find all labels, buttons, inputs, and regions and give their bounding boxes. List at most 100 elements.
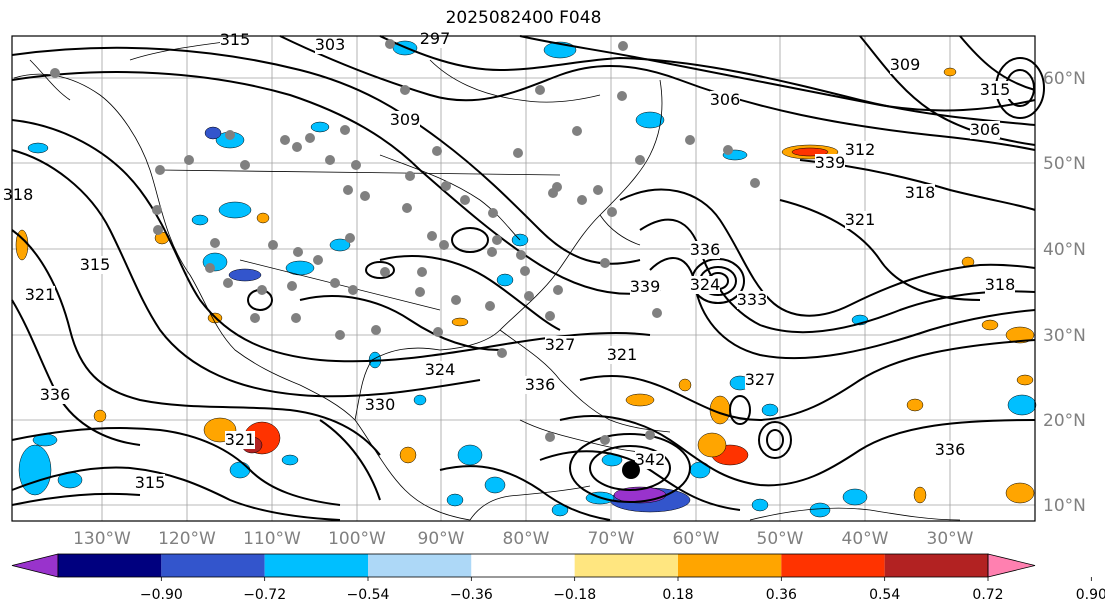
station-marker (417, 267, 427, 277)
station-marker (402, 203, 412, 213)
colorbar-segment (781, 554, 885, 577)
contour-label: 330 (365, 395, 396, 414)
longitude-tick-label: 70°W (588, 529, 635, 549)
contour-label: 333 (737, 290, 768, 309)
station-marker (607, 207, 617, 217)
contour-label: 321 (25, 285, 56, 304)
contour-line (379, 255, 561, 331)
contour-line (11, 229, 381, 456)
latitude-tick-label: 60°N (1043, 69, 1086, 89)
longitude-tick-label: 50°W (757, 529, 804, 549)
contour-label: 312 (845, 140, 876, 159)
contour-line (619, 188, 1036, 317)
contour-label: 321 (845, 210, 876, 229)
colorbar-arrow-right (987, 553, 1036, 578)
contour-label: 336 (40, 385, 71, 404)
contour-line (11, 149, 481, 398)
station-marker (535, 85, 545, 95)
contour-label: 327 (745, 370, 776, 389)
station-marker (432, 146, 442, 156)
contour-label-bg (815, 154, 845, 172)
coastline-segment (159, 169, 561, 176)
station-marker (485, 301, 495, 311)
storm-center-marker (622, 461, 640, 479)
station-marker (340, 125, 350, 135)
station-marker (250, 313, 260, 323)
longitude-tick-label: 40°W (842, 529, 889, 549)
contour-label-bg (390, 111, 420, 129)
contour-label: 339 (815, 153, 846, 172)
station-marker (152, 205, 162, 215)
colorbar-ticks: −0.90 −0.72 −0.54 −0.36 −0.18 0.18 0.36 0.54 0.7… (140, 577, 1105, 603)
contour-label: 306 (710, 90, 741, 109)
colorbar-segment (264, 554, 368, 577)
coastline-segment (239, 259, 441, 311)
longitude-labels: 130°W 120°W 110°W 100°W 90°W 80°W 70°W 60°W 50°W… (73, 529, 974, 549)
closed-contour (589, 445, 671, 491)
station-marker (723, 145, 733, 155)
contour-label: 315 (80, 255, 111, 274)
contour-line (319, 419, 381, 501)
station-marker (371, 325, 381, 335)
coastlines (13, 39, 961, 521)
contour-label-bg (845, 211, 875, 229)
latitude-tick-label: 20°N (1043, 411, 1086, 431)
longitude-tick-label: 60°W (673, 529, 720, 549)
colorbar-segment (678, 554, 782, 577)
station-marker (617, 91, 627, 101)
station-marker (497, 348, 507, 358)
station-marker (400, 85, 410, 95)
contour-label-bg (905, 184, 935, 202)
coastline-segment (519, 419, 641, 453)
colorbar-arrow-left (11, 553, 59, 578)
station-marker (492, 235, 502, 245)
longitude-tick-label: 110°W (243, 529, 301, 549)
station-marker (524, 291, 534, 301)
contour-label-bg (690, 276, 720, 294)
shaded-cell (204, 126, 222, 140)
contour-line (11, 119, 651, 363)
shaded-cell (229, 461, 251, 479)
contour-label-bg (935, 441, 965, 459)
station-marker (433, 327, 443, 337)
contour-label-bg (420, 30, 450, 48)
station-marker (313, 255, 323, 265)
contour-line (11, 427, 341, 506)
contour-label-bg (985, 276, 1015, 294)
contour-line (279, 35, 1036, 151)
station-marker (153, 225, 163, 235)
colorbar-segment (471, 554, 575, 577)
station-marker (548, 188, 558, 198)
closed-contour (451, 227, 489, 253)
shaded-cell (1005, 482, 1035, 504)
shaded-cell (678, 378, 692, 392)
contour-line (519, 35, 1036, 112)
station-marker (513, 148, 523, 158)
closed-contour (729, 395, 751, 425)
shaded-cell (761, 403, 779, 417)
shaded-cell (906, 398, 924, 412)
colorbar-tick-label: −0.54 (347, 587, 390, 603)
shaded-cell (27, 142, 49, 154)
contour-label: 318 (985, 275, 1016, 294)
station-marker (750, 178, 760, 188)
station-marker (577, 195, 587, 205)
contour-label: 309 (890, 55, 921, 74)
colorbar-tick-label: −0.72 (243, 587, 286, 603)
shaded-cell (18, 444, 52, 496)
longitude-tick-label: 90°W (418, 529, 465, 549)
shaded-cell (457, 444, 483, 466)
station-marker (210, 238, 220, 248)
contour-label-bg (737, 291, 767, 309)
shaded-cell (751, 498, 769, 512)
station-marker (240, 160, 250, 170)
contour-label: 336 (690, 240, 721, 259)
colorbar (11, 553, 1036, 578)
shaded-cell (496, 273, 514, 287)
contour-label: 315 (980, 80, 1011, 99)
latitude-tick-label: 30°N (1043, 326, 1086, 346)
contour-label: 303 (315, 35, 346, 54)
coastline-segment (379, 154, 521, 241)
contour-label-bg (970, 121, 1000, 139)
contour-label: 309 (390, 110, 421, 129)
